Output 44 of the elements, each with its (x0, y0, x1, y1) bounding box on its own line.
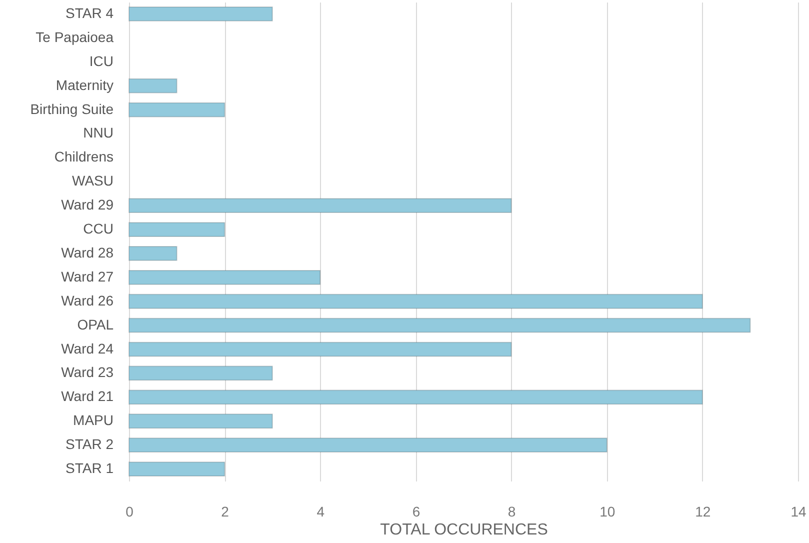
bar (128, 222, 226, 237)
y-tick-label: Childrens (54, 148, 114, 165)
bar (128, 6, 273, 22)
y-tick-label: Birthing Suite (30, 100, 114, 117)
x-tick-label: 12 (695, 504, 711, 520)
y-tick-label: Ward 23 (61, 364, 114, 380)
y-tick-label: STAR 2 (66, 436, 114, 452)
bar (128, 438, 608, 453)
y-tick-label: Ward 24 (61, 340, 114, 356)
y-tick-label: NNU (83, 124, 114, 141)
bar (128, 78, 178, 94)
y-tick-label: Maternity (56, 76, 114, 93)
y-tick-label: Ward 29 (61, 196, 114, 213)
x-tick-label: 4 (316, 504, 325, 520)
bar (128, 366, 273, 381)
x-axis-title: TOTAL OCCURENCES (380, 522, 548, 538)
y-tick-label: MAPU (73, 412, 114, 428)
bar (128, 318, 751, 333)
y-tick-label: OPAL (77, 316, 114, 332)
bar (128, 414, 273, 429)
bar (128, 198, 512, 214)
bar (128, 342, 512, 357)
bar (128, 294, 703, 309)
y-tick-label: Ward 27 (61, 268, 114, 284)
bar (128, 390, 703, 405)
bar (128, 270, 321, 285)
x-tick-label: 2 (221, 504, 230, 520)
bar (128, 462, 226, 476)
y-tick-label: STAR 4 (66, 4, 114, 21)
x-tick-label: 10 (600, 504, 616, 520)
y-tick-label: WASU (72, 172, 114, 189)
y-tick-label: ICU (89, 52, 114, 69)
bar (128, 102, 226, 118)
x-tick-label: 14 (790, 504, 806, 520)
bar (128, 246, 178, 261)
y-tick-label: Te Papaioea (36, 28, 114, 45)
y-tick-label: Ward 26 (61, 292, 114, 308)
x-tick-label: 6 (412, 504, 420, 520)
y-tick-label: CCU (83, 220, 114, 237)
x-tick-label: 8 (508, 504, 516, 520)
y-tick-label: STAR 1 (66, 460, 114, 476)
y-tick-label: Ward 21 (61, 388, 114, 404)
y-tick-label: Ward 28 (61, 244, 114, 260)
x-tick-label: 0 (126, 504, 134, 520)
